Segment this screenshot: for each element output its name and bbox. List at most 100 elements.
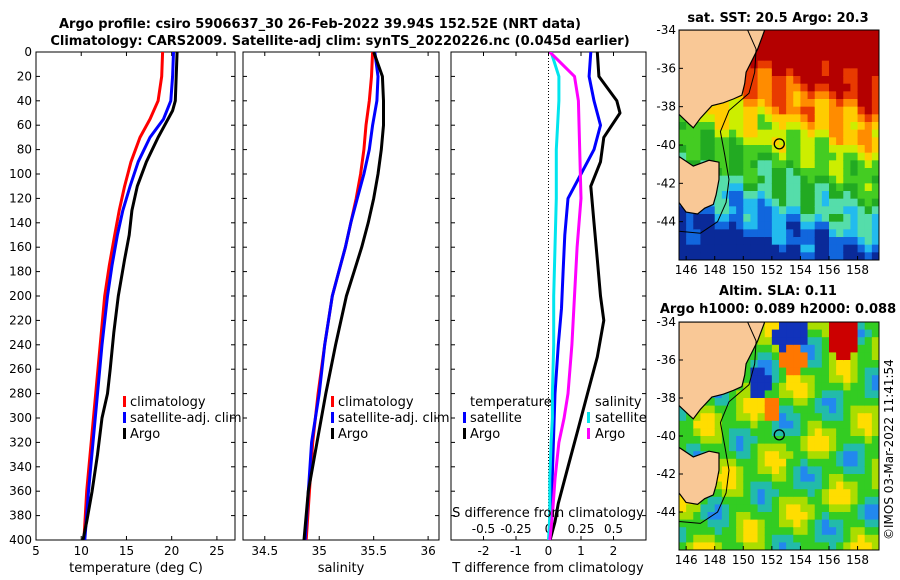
map-cell bbox=[693, 229, 702, 238]
map-cell bbox=[707, 244, 716, 253]
map-cell bbox=[800, 145, 809, 154]
map-cell bbox=[836, 252, 844, 260]
map-cell bbox=[871, 352, 879, 361]
map-cell bbox=[821, 367, 830, 376]
map-cell bbox=[714, 229, 723, 238]
map-cell bbox=[729, 214, 737, 223]
map-cell bbox=[793, 106, 802, 115]
map-cell bbox=[857, 237, 866, 246]
map-cell bbox=[871, 152, 879, 161]
map-cell bbox=[693, 443, 702, 452]
map-y-tick-label: -40 bbox=[656, 429, 676, 443]
map-cell bbox=[693, 436, 702, 445]
map-cell bbox=[800, 382, 809, 391]
map-cell bbox=[679, 527, 687, 536]
map-cell bbox=[829, 428, 837, 437]
map-cell bbox=[764, 191, 773, 200]
map-cell bbox=[857, 474, 866, 483]
map-cell bbox=[707, 229, 716, 238]
map-cell bbox=[871, 360, 879, 369]
map-cell bbox=[836, 519, 844, 528]
map-cell bbox=[714, 504, 723, 513]
map-cell bbox=[757, 344, 766, 353]
map-cell bbox=[721, 183, 730, 192]
map-cell bbox=[721, 122, 730, 131]
map-cell bbox=[871, 375, 879, 384]
map-cell bbox=[750, 206, 759, 215]
map-cell bbox=[757, 137, 766, 146]
map-cell bbox=[829, 451, 837, 460]
map-cell bbox=[843, 451, 852, 460]
map-cell bbox=[757, 534, 766, 543]
secondary-tick-label: -0.25 bbox=[500, 522, 531, 536]
map-cell bbox=[764, 329, 773, 338]
map-cell bbox=[786, 481, 794, 490]
map-cell bbox=[679, 413, 687, 422]
y-tick-label: 240 bbox=[9, 338, 32, 352]
map-cell bbox=[850, 221, 859, 230]
map-cell bbox=[793, 534, 802, 543]
map-cell bbox=[871, 191, 879, 200]
map-y-tick-label: -38 bbox=[656, 391, 676, 405]
map-cell bbox=[821, 360, 830, 369]
map-cell bbox=[843, 466, 852, 475]
map-cell bbox=[729, 152, 737, 161]
x-tick-label: 25 bbox=[209, 544, 224, 558]
map-cell bbox=[693, 137, 702, 146]
map-cell bbox=[829, 214, 837, 223]
map-cell bbox=[864, 420, 873, 429]
map-cell bbox=[843, 420, 852, 429]
map-cell bbox=[764, 481, 773, 490]
map-cell bbox=[807, 175, 816, 184]
map-cell bbox=[714, 221, 723, 230]
map-cell bbox=[771, 244, 780, 253]
map-cell bbox=[864, 352, 873, 361]
map-cell bbox=[829, 175, 837, 184]
map-cell bbox=[807, 474, 816, 483]
map-cell bbox=[714, 191, 723, 200]
map-cell bbox=[771, 129, 780, 138]
map-cell bbox=[843, 367, 852, 376]
secondary-tick-label: 0.5 bbox=[604, 522, 623, 536]
map-cell bbox=[829, 398, 837, 407]
x-tick-label: 20 bbox=[164, 544, 179, 558]
map-cell bbox=[871, 420, 879, 429]
map-cell bbox=[836, 91, 844, 100]
map-cell bbox=[779, 129, 787, 138]
map-cell bbox=[743, 168, 752, 177]
map-cell bbox=[779, 221, 787, 230]
map-y-tick-label: -34 bbox=[656, 315, 676, 329]
map-cell bbox=[857, 344, 866, 353]
map-cell bbox=[771, 160, 780, 169]
mainland bbox=[679, 30, 766, 129]
map-cell bbox=[743, 237, 752, 246]
map-cell bbox=[850, 519, 859, 528]
map-cell bbox=[764, 390, 773, 399]
map-cell bbox=[836, 229, 844, 238]
map-cell bbox=[850, 534, 859, 543]
map-cell bbox=[771, 37, 780, 46]
map-cell bbox=[871, 214, 879, 223]
map-cell bbox=[814, 91, 823, 100]
map-cell bbox=[871, 91, 879, 100]
map-cell bbox=[757, 367, 766, 376]
map-cell bbox=[693, 527, 702, 536]
map-cell bbox=[821, 542, 830, 550]
map-cell bbox=[686, 443, 694, 452]
map-cell bbox=[800, 436, 809, 445]
map-cell bbox=[736, 542, 744, 550]
map-cell bbox=[736, 252, 744, 260]
map-cell bbox=[750, 160, 759, 169]
map-cell bbox=[871, 45, 879, 54]
sla-map-title: Altim. SLA: 0.11 bbox=[719, 284, 837, 299]
map-cell bbox=[800, 413, 809, 422]
map-cell bbox=[821, 390, 830, 399]
map-cell bbox=[821, 329, 830, 338]
map-cell bbox=[864, 527, 873, 536]
map-cell bbox=[750, 83, 759, 92]
map-cell bbox=[686, 214, 694, 223]
map-cell bbox=[864, 375, 873, 384]
map-cell bbox=[686, 137, 694, 146]
map-cell bbox=[850, 527, 859, 536]
